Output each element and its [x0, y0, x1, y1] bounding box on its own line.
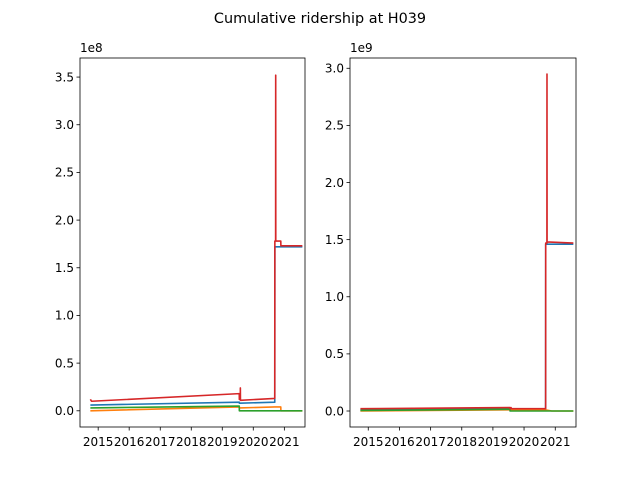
series-line-0	[360, 243, 574, 411]
x-tick-label: 2020	[238, 435, 269, 449]
y-tick-label: 0.5	[55, 356, 74, 370]
x-tick-label: 2021	[269, 435, 300, 449]
y-tick-label: 0.0	[325, 404, 344, 418]
axes-frame	[349, 57, 577, 428]
y-tick-label: 0.0	[55, 404, 74, 418]
y-tick-label: 2.0	[55, 213, 74, 227]
y-tick-label: 1.0	[55, 309, 74, 323]
x-tick-label: 2018	[446, 435, 477, 449]
figure-title: Cumulative ridership at H039	[214, 11, 426, 27]
series-line-2	[90, 405, 303, 412]
y-tick-label: 2.0	[325, 176, 344, 190]
x-tick-label: 2016	[114, 435, 145, 449]
series-line-2	[360, 408, 574, 412]
x-tick-label: 2019	[207, 435, 238, 449]
x-tick-label: 2017	[145, 435, 176, 449]
y-offset-label: 1e9	[350, 41, 373, 55]
right-subplot: 0.0 0.5 1.0 1.5 2.0 2.5 3.0 2015 2016 2017 2018 201…	[325, 41, 577, 449]
x-tick-label: 2021	[540, 435, 571, 449]
y-tick-label: 2.5	[55, 166, 74, 180]
y-offset-label: 1e8	[80, 41, 103, 55]
x-tick-label: 2015	[353, 435, 384, 449]
y-tick-label: 0.5	[325, 347, 344, 361]
x-tick-label: 2020	[509, 435, 540, 449]
series-line-3	[89, 74, 303, 403]
x-tick-label: 2015	[83, 435, 114, 449]
y-tick-label: 3.5	[55, 70, 74, 84]
y-tick-label: 2.5	[325, 119, 344, 133]
y-tick-label: 3.0	[325, 62, 344, 76]
x-tick-label: 2018	[176, 435, 207, 449]
x-tick-label: 2016	[384, 435, 415, 449]
x-tick-label: 2019	[478, 435, 509, 449]
series-line-0	[90, 245, 303, 406]
left-subplot: 0.0 0.5 1.0 1.5 2.0 2.5 3.0 3.5 2015 2016 2017 2018…	[55, 41, 306, 449]
x-tick-label: 2017	[415, 435, 446, 449]
series-line-3	[360, 73, 574, 410]
y-tick-label: 1.5	[55, 261, 74, 275]
y-tick-label: 3.0	[55, 118, 74, 132]
y-tick-label: 1.0	[325, 290, 344, 304]
y-tick-label: 1.5	[325, 233, 344, 247]
axes-frame	[79, 57, 306, 428]
